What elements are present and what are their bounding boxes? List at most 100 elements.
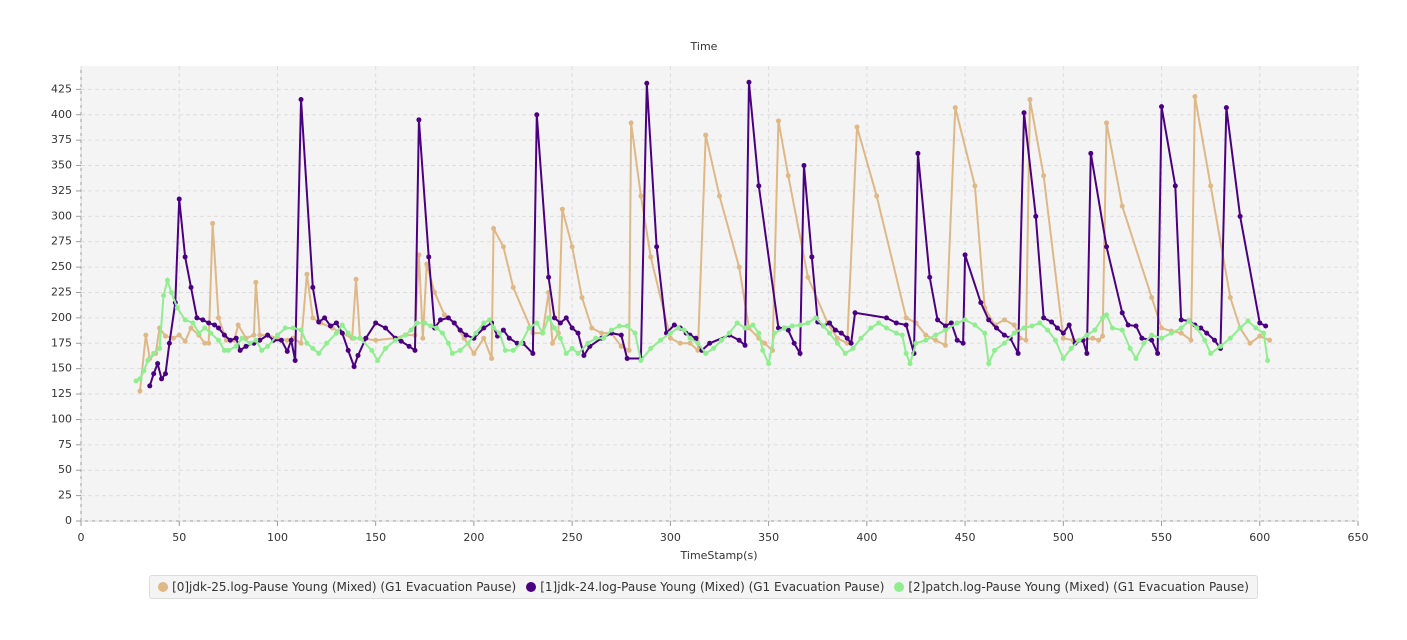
- data-point: [575, 330, 581, 336]
- data-point: [785, 327, 791, 333]
- data-point: [1247, 340, 1253, 346]
- data-point: [491, 226, 497, 231]
- data-point: [608, 327, 614, 333]
- data-point: [569, 244, 575, 250]
- y-tick-label: 275: [51, 235, 72, 248]
- data-point: [369, 347, 375, 353]
- data-point: [225, 347, 231, 353]
- data-point: [259, 347, 265, 353]
- data-point: [1155, 350, 1161, 356]
- data-point: [1027, 97, 1033, 103]
- data-point: [251, 332, 257, 338]
- data-point: [1100, 315, 1106, 321]
- data-point: [551, 315, 557, 321]
- data-point: [883, 315, 889, 321]
- data-point: [551, 325, 557, 331]
- data-point: [972, 322, 978, 328]
- data-point: [457, 347, 463, 353]
- data-point: [1133, 323, 1139, 329]
- data-point: [1096, 337, 1102, 343]
- legend-item: [1]jdk-24.log-Pause Young (Mixed) (G1 Ev…: [526, 580, 884, 594]
- data-point: [463, 332, 469, 338]
- data-point: [310, 345, 316, 351]
- data-point: [375, 358, 381, 364]
- data-point: [852, 310, 858, 316]
- data-point: [942, 323, 948, 329]
- data-point: [1084, 350, 1090, 356]
- data-point: [821, 323, 827, 329]
- data-point: [1168, 330, 1174, 336]
- data-point: [557, 320, 563, 326]
- x-tick-label: 600: [1249, 531, 1270, 544]
- data-point: [328, 323, 334, 329]
- data-point: [1223, 105, 1229, 111]
- data-point: [1257, 320, 1263, 326]
- data-point: [756, 183, 762, 189]
- data-point: [298, 340, 304, 346]
- legend-label: [0]jdk-25.log-Pause Young (Mixed) (G1 Ev…: [172, 580, 517, 594]
- data-point: [601, 335, 607, 341]
- data-point: [310, 284, 316, 290]
- data-point: [143, 332, 149, 338]
- data-point: [1159, 325, 1165, 331]
- data-point: [644, 80, 650, 86]
- data-point: [850, 345, 856, 351]
- data-point: [1257, 333, 1263, 339]
- legend-item: [2]patch.log-Pause Young (Mixed) (G1 Eva…: [894, 580, 1249, 594]
- data-point: [233, 343, 239, 349]
- y-tick-label: 225: [51, 285, 72, 298]
- data-point: [426, 254, 432, 260]
- data-point: [133, 378, 139, 384]
- data-point: [1202, 337, 1208, 343]
- data-point: [473, 330, 479, 336]
- data-point: [1261, 330, 1267, 336]
- data-point: [838, 330, 844, 336]
- data-point: [1237, 325, 1243, 331]
- data-point: [1192, 93, 1198, 99]
- data-point: [489, 356, 495, 361]
- data-point: [441, 312, 447, 318]
- data-point: [284, 337, 290, 343]
- data-point: [282, 325, 288, 331]
- data-point: [141, 368, 147, 374]
- data-point: [1060, 330, 1066, 336]
- data-point: [412, 347, 418, 353]
- data-point: [221, 332, 227, 338]
- data-point: [903, 322, 909, 328]
- data-point: [445, 340, 451, 346]
- data-point: [373, 320, 379, 326]
- data-point: [298, 97, 304, 103]
- data-point: [151, 371, 157, 377]
- data-point: [695, 347, 701, 353]
- data-point: [923, 337, 929, 343]
- data-point: [1001, 340, 1007, 346]
- data-point: [398, 338, 404, 344]
- data-point: [844, 335, 850, 341]
- data-point: [579, 295, 585, 301]
- data-point: [534, 320, 540, 326]
- data-point: [1084, 332, 1090, 338]
- x-tick-label: 450: [955, 531, 976, 544]
- data-point: [707, 340, 713, 346]
- data-point: [648, 345, 654, 351]
- legend-label: [1]jdk-24.log-Pause Young (Mixed) (G1 Ev…: [540, 580, 885, 594]
- data-point: [235, 322, 241, 328]
- data-point: [288, 337, 294, 343]
- data-point: [876, 320, 882, 326]
- data-point: [170, 335, 176, 341]
- y-tick-label: 250: [51, 260, 72, 273]
- data-point: [933, 332, 939, 338]
- data-point: [1139, 335, 1145, 341]
- data-point: [899, 332, 905, 338]
- y-tick-label: 150: [51, 362, 72, 375]
- data-point: [942, 342, 948, 348]
- data-point: [648, 254, 654, 260]
- x-tick-label: 650: [1348, 531, 1369, 544]
- data-point: [746, 79, 752, 85]
- data-point: [253, 279, 259, 285]
- legend-marker: [526, 582, 537, 592]
- data-point: [1245, 318, 1251, 324]
- data-point: [954, 337, 960, 343]
- data-point: [546, 315, 552, 321]
- data-point: [883, 325, 889, 331]
